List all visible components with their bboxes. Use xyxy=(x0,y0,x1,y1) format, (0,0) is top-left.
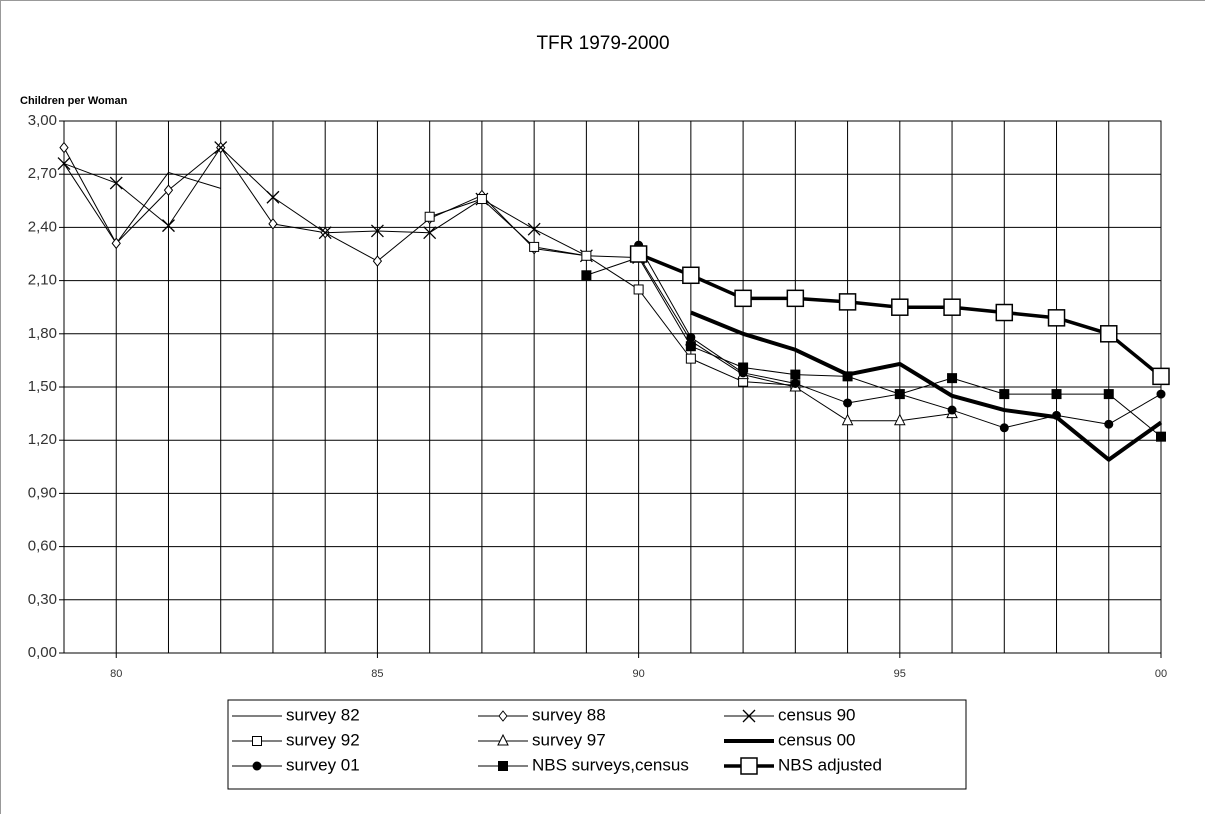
series-line xyxy=(690,310,1163,462)
diamond-marker xyxy=(59,141,69,154)
filled-square-marker xyxy=(738,362,749,373)
x-marker xyxy=(57,157,71,171)
diamond-marker xyxy=(111,237,121,250)
diamond-marker xyxy=(498,710,508,722)
y-tick-label: 1,50 xyxy=(28,378,57,395)
x-tick-label: 85 xyxy=(371,668,383,680)
square-marker xyxy=(633,284,644,295)
y-tick-label: 1,20 xyxy=(28,431,57,448)
square-marker xyxy=(252,736,262,746)
y-tick-label: 0,90 xyxy=(28,484,57,501)
filled-square-marker xyxy=(894,389,905,400)
filled-square-marker xyxy=(1156,431,1166,442)
legend-label: survey 97 xyxy=(532,730,606,749)
legend-label: survey 82 xyxy=(286,705,360,724)
x-marker xyxy=(370,224,384,238)
big-square-marker xyxy=(682,266,700,285)
circle-marker xyxy=(999,423,1009,433)
big-square-marker xyxy=(1047,309,1066,327)
diamond-marker xyxy=(268,218,278,230)
diamond-marker xyxy=(163,184,174,196)
big-square-marker xyxy=(740,757,758,775)
legend-label: survey 88 xyxy=(532,705,606,724)
legend xyxy=(227,699,967,790)
series-line xyxy=(63,147,639,259)
x-marker xyxy=(266,190,280,204)
big-square-marker xyxy=(891,298,909,316)
legend-label: survey 92 xyxy=(286,730,360,749)
big-square-marker xyxy=(786,289,805,308)
x-tick-label: 80 xyxy=(110,668,122,680)
y-tick-label: 0,00 xyxy=(28,644,57,661)
y-tick-label: 1,80 xyxy=(28,325,57,342)
square-marker xyxy=(424,211,435,222)
big-square-marker xyxy=(734,289,752,308)
x-marker xyxy=(423,226,437,240)
x-marker xyxy=(742,709,756,723)
filled-square-marker xyxy=(842,371,853,382)
filled-square-marker xyxy=(1051,389,1062,400)
x-marker xyxy=(527,222,541,236)
filled-square-marker xyxy=(581,270,592,281)
y-tick-label: 3,00 xyxy=(28,112,57,129)
circle-marker xyxy=(1104,419,1114,429)
circle-marker xyxy=(1052,410,1062,420)
filled-square-marker xyxy=(947,373,958,384)
big-square-marker xyxy=(995,303,1014,322)
filled-square-marker xyxy=(790,369,801,380)
x-tick-label: 90 xyxy=(632,668,644,680)
x-marker xyxy=(214,141,228,155)
legend-label: survey 01 xyxy=(286,755,360,774)
x-tick-label: 00 xyxy=(1155,668,1167,680)
series-line xyxy=(586,257,1162,438)
triangle-marker xyxy=(841,413,854,426)
legend-label: NBS surveys,census xyxy=(532,755,689,774)
plot-frame xyxy=(63,120,1162,654)
diamond-marker xyxy=(372,255,383,267)
circle-marker xyxy=(252,761,262,771)
chart-title: TFR 1979-2000 xyxy=(536,33,669,54)
big-square-marker xyxy=(1152,367,1170,386)
big-square-marker xyxy=(838,293,857,311)
x-marker xyxy=(109,176,123,190)
x-marker xyxy=(162,219,175,233)
y-tick-label: 2,70 xyxy=(28,165,57,182)
square-marker xyxy=(529,241,540,252)
legend-label: NBS adjusted xyxy=(778,755,882,774)
triangle-marker xyxy=(894,413,906,426)
square-marker xyxy=(476,194,487,205)
square-marker xyxy=(581,250,592,261)
square-marker xyxy=(685,353,696,364)
big-square-marker xyxy=(629,245,648,263)
y-axis-label: Children per Woman xyxy=(20,95,128,107)
circle-marker xyxy=(843,398,853,408)
big-square-marker xyxy=(943,298,961,316)
filled-square-marker xyxy=(999,389,1010,400)
big-square-marker xyxy=(1100,325,1118,343)
triangle-marker xyxy=(497,733,509,746)
x-marker xyxy=(318,226,332,240)
legend-label: census 90 xyxy=(778,705,856,724)
y-tick-label: 2,10 xyxy=(28,272,57,289)
y-tick-label: 0,30 xyxy=(28,591,57,608)
series-line xyxy=(429,198,796,386)
circle-marker xyxy=(947,405,957,415)
filled-square-marker xyxy=(685,341,696,352)
y-tick-label: 2,40 xyxy=(28,218,57,235)
circle-marker xyxy=(1156,389,1166,399)
circle-marker xyxy=(790,378,800,388)
series-line xyxy=(63,163,221,244)
y-tick-label: 0,60 xyxy=(28,538,57,555)
filled-square-marker xyxy=(498,761,508,771)
legend-label: census 00 xyxy=(778,730,856,749)
x-tick-label: 95 xyxy=(894,668,906,680)
filled-square-marker xyxy=(1103,389,1114,400)
circle-marker xyxy=(686,332,696,342)
